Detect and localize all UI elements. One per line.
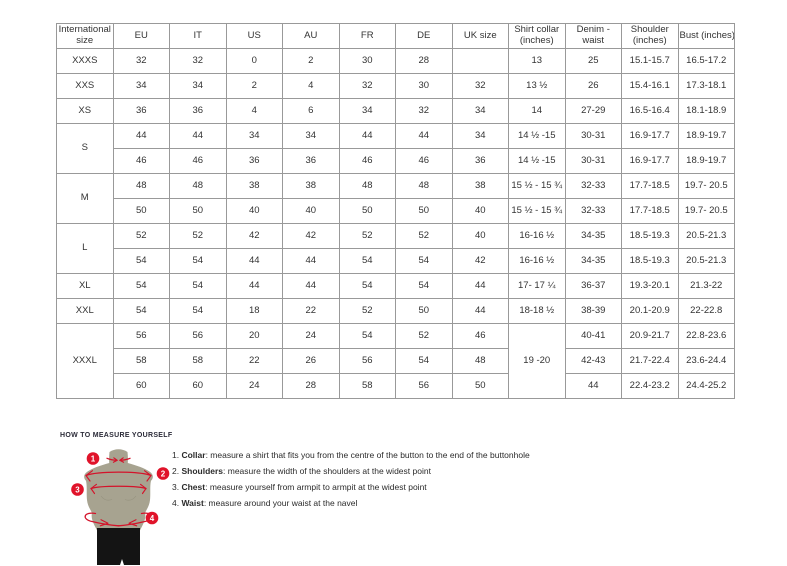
svg-text:3: 3 bbox=[75, 485, 80, 494]
svg-text:1: 1 bbox=[91, 454, 96, 463]
svg-text:2: 2 bbox=[161, 469, 166, 478]
svg-text:4: 4 bbox=[150, 514, 155, 523]
